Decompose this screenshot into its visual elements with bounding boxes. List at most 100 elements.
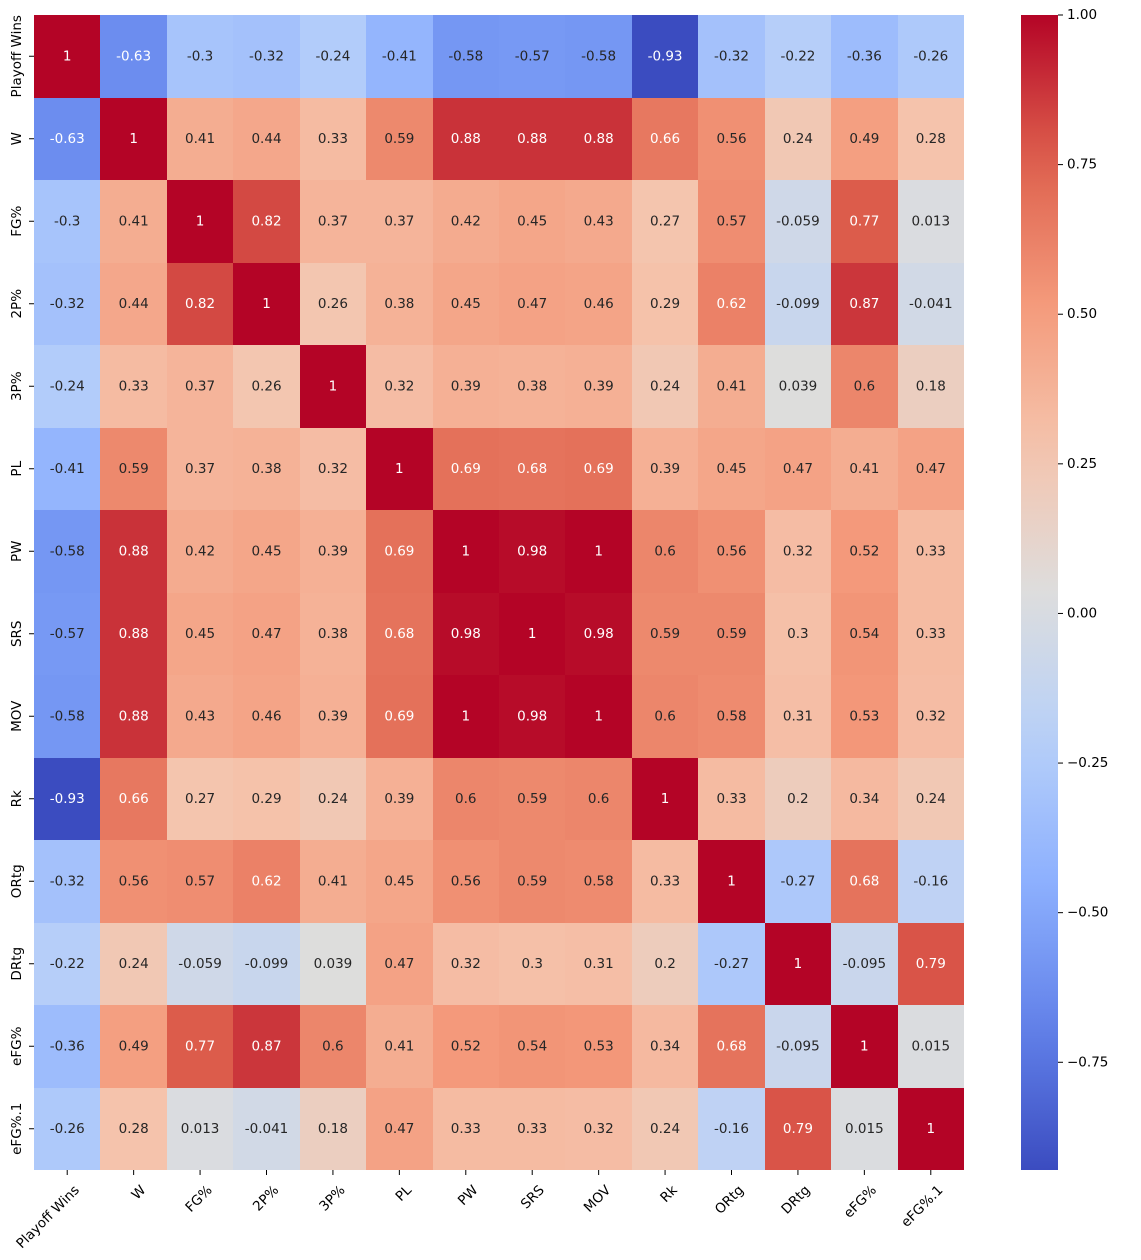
cell-value-label: 0.49 bbox=[849, 131, 879, 147]
cell-value-label: 0.33 bbox=[119, 378, 149, 394]
heatmap-cell bbox=[366, 840, 433, 923]
heatmap-cell bbox=[433, 428, 499, 510]
heatmap-cell bbox=[366, 428, 433, 510]
heatmap-cell bbox=[565, 510, 632, 593]
heatmap-cell bbox=[565, 180, 632, 263]
cell-value-label: 0.33 bbox=[517, 1121, 547, 1137]
heatmap-cell bbox=[366, 1005, 433, 1088]
heatmap-cell bbox=[698, 840, 765, 923]
heatmap-cell bbox=[233, 593, 300, 675]
y-axis: Playoff Wins W FG% 2P% 3P% PL PW SRS MOV Rk ORtg DR… bbox=[9, 15, 34, 1155]
heatmap-cell bbox=[433, 263, 499, 345]
heatmap-cell bbox=[831, 428, 898, 510]
heatmap-cell bbox=[632, 180, 698, 263]
cell-value-label: 0.24 bbox=[318, 791, 348, 807]
y-tick-label-pl: PL bbox=[9, 460, 25, 476]
heatmap-cell bbox=[898, 923, 964, 1005]
heatmap-cell bbox=[898, 98, 964, 180]
cell-value-label: -0.16 bbox=[913, 873, 948, 889]
cell-value-label: 0.87 bbox=[849, 296, 879, 312]
cell-value-label: -0.32 bbox=[50, 296, 85, 312]
cell-value-label: 0.33 bbox=[916, 626, 946, 642]
cell-value-label: 0.45 bbox=[716, 461, 746, 477]
heatmap-cell bbox=[499, 758, 565, 840]
y-tick-label-2ppct: 2P% bbox=[9, 289, 25, 319]
heatmap-cell bbox=[167, 98, 233, 180]
heatmap-cell bbox=[831, 15, 898, 98]
cell-value-label: 0.015 bbox=[911, 1038, 950, 1054]
heatmap-cell bbox=[831, 263, 898, 345]
heatmap-cell bbox=[100, 675, 167, 758]
y-tick-label-fgpct: FG% bbox=[9, 206, 25, 237]
heatmap-cell bbox=[898, 593, 964, 675]
cell-value-label: 0.31 bbox=[783, 708, 813, 724]
cell-value-label: 0.42 bbox=[185, 543, 215, 559]
heatmap-cell bbox=[34, 428, 100, 510]
heatmap-cell bbox=[831, 345, 898, 428]
heatmap-cell bbox=[433, 98, 499, 180]
heatmap-cell bbox=[698, 15, 765, 98]
cell-value-label: -0.58 bbox=[50, 543, 85, 559]
cell-value-label: 0.013 bbox=[911, 213, 950, 229]
cell-value-label: 0.57 bbox=[716, 213, 746, 229]
cell-value-label: 0.6 bbox=[588, 791, 609, 807]
y-tick-label-efgpct: eFG% bbox=[9, 1026, 25, 1066]
heatmap-cell bbox=[300, 840, 366, 923]
cell-value-label: 0.47 bbox=[384, 956, 414, 972]
cell-value-label: 0.38 bbox=[384, 296, 414, 312]
heatmap-cell bbox=[366, 675, 433, 758]
cell-value-label: 0.66 bbox=[119, 791, 149, 807]
cell-value-label: 0.44 bbox=[119, 296, 149, 312]
heatmap-cell bbox=[366, 593, 433, 675]
cell-value-label: 1 bbox=[129, 131, 138, 147]
cell-value-label: 0.58 bbox=[584, 873, 614, 889]
cell-value-label: 0.2 bbox=[787, 791, 808, 807]
cell-value-label: 0.39 bbox=[650, 461, 680, 477]
heatmap-cell bbox=[765, 675, 831, 758]
heatmap-cell bbox=[300, 758, 366, 840]
cell-value-label: -0.32 bbox=[50, 873, 85, 889]
cell-value-label: 0.18 bbox=[916, 378, 946, 394]
cell-value-label: 0.24 bbox=[783, 131, 813, 147]
cell-value-label: 0.6 bbox=[654, 708, 675, 724]
cell-value-label: 1 bbox=[461, 708, 470, 724]
heatmap-cell bbox=[898, 263, 964, 345]
cell-value-label: 0.39 bbox=[584, 378, 614, 394]
cell-value-label: -0.58 bbox=[581, 48, 616, 64]
heatmap-cell bbox=[300, 1005, 366, 1088]
cell-value-label: 0.58 bbox=[716, 708, 746, 724]
cell-value-label: 0.45 bbox=[251, 543, 281, 559]
y-tick-label-srs: SRS bbox=[9, 620, 25, 647]
heatmap-cell bbox=[433, 1005, 499, 1088]
heatmap-cell bbox=[433, 15, 499, 98]
cell-value-label: 0.69 bbox=[384, 543, 414, 559]
colorbar-tick-label: −0.25 bbox=[1067, 755, 1108, 771]
heatmap-cell bbox=[565, 593, 632, 675]
cell-value-label: -0.57 bbox=[515, 48, 550, 64]
cell-value-label: 1 bbox=[594, 708, 603, 724]
cell-value-label: -0.16 bbox=[714, 1121, 749, 1137]
cell-value-label: 0.015 bbox=[845, 1121, 884, 1137]
cell-value-label: 0.33 bbox=[716, 791, 746, 807]
heatmap-cell bbox=[632, 15, 698, 98]
cell-value-label: 0.59 bbox=[517, 791, 547, 807]
heatmap-cell bbox=[765, 1005, 831, 1088]
cell-value-label: 0.32 bbox=[384, 378, 414, 394]
heatmap-cell bbox=[831, 840, 898, 923]
heatmap-cell bbox=[565, 98, 632, 180]
heatmap-cell bbox=[366, 1088, 433, 1170]
heatmap-cell bbox=[233, 840, 300, 923]
heatmap-cell bbox=[366, 510, 433, 593]
cell-value-label: 0.66 bbox=[650, 131, 680, 147]
heatmap-cell bbox=[765, 758, 831, 840]
heatmap-cell bbox=[632, 593, 698, 675]
cell-value-label: 0.47 bbox=[783, 461, 813, 477]
cell-value-label: 1 bbox=[661, 791, 670, 807]
heatmap-cell bbox=[100, 923, 167, 1005]
heatmap-cell bbox=[765, 923, 831, 1005]
heatmap-cell bbox=[898, 758, 964, 840]
cell-value-label: -0.27 bbox=[780, 873, 815, 889]
colorbar-tick-label: 1.00 bbox=[1067, 7, 1097, 23]
heatmap-cell bbox=[100, 428, 167, 510]
cell-value-label: 1 bbox=[329, 378, 338, 394]
